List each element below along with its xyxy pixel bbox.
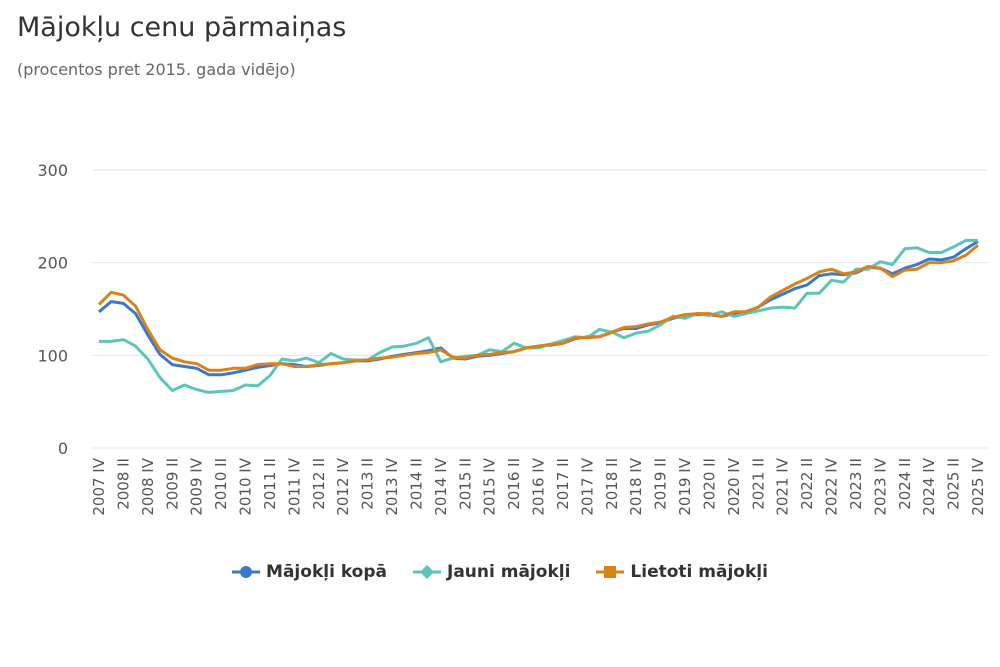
x-tick-label: 2015 II bbox=[456, 458, 474, 510]
y-tick-label: 100 bbox=[37, 346, 68, 365]
x-tick-label: 2012 IV bbox=[334, 457, 352, 515]
x-tick-label: 2019 IV bbox=[676, 457, 694, 515]
y-tick-label: 0 bbox=[58, 439, 68, 458]
x-tick-label: 2011 IV bbox=[285, 457, 303, 515]
x-tick-label: 2022 II bbox=[798, 458, 816, 510]
y-tick-label: 300 bbox=[37, 161, 68, 180]
x-tick-label: 2009 IV bbox=[188, 457, 206, 515]
x-tick-label: 2007 IV bbox=[90, 457, 108, 515]
series-line bbox=[97, 243, 979, 372]
x-tick-label: 2023 II bbox=[847, 458, 865, 510]
x-tick-label: 2018 II bbox=[603, 458, 621, 510]
legend-label: Lietoti mājokļi bbox=[630, 562, 768, 582]
x-tick-label: 2024 IV bbox=[920, 457, 938, 515]
legend-circle-marker-icon bbox=[232, 566, 261, 578]
x-tick-label: 2016 IV bbox=[530, 457, 548, 515]
x-tick-label: 2018 IV bbox=[627, 457, 645, 515]
x-tick-label: 2017 IV bbox=[578, 457, 596, 515]
x-tick-label: 2008 IV bbox=[139, 457, 157, 515]
chart-subtitle: (procentos pret 2015. gada vidējo) bbox=[17, 60, 296, 79]
x-tick-label: 2010 II bbox=[212, 458, 230, 510]
x-tick-label: 2025 IV bbox=[969, 457, 987, 515]
x-tick-label: 2012 II bbox=[310, 458, 328, 510]
y-tick-label: 200 bbox=[37, 254, 68, 273]
legend-label: Mājokļi kopā bbox=[266, 562, 387, 582]
x-tick-label: 2021 IV bbox=[774, 457, 792, 515]
series-line bbox=[99, 238, 978, 394]
legend-item[interactable]: Mājokļi kopā bbox=[232, 562, 387, 582]
x-tick-label: 2025 II bbox=[945, 458, 963, 510]
legend-item[interactable]: Lietoti mājokļi bbox=[596, 562, 768, 582]
x-tick-label: 2014 IV bbox=[432, 457, 450, 515]
x-tick-label: 2009 II bbox=[163, 458, 181, 510]
x-tick-label: 2022 IV bbox=[823, 457, 841, 515]
legend-diamond-marker-icon bbox=[413, 565, 441, 579]
x-tick-label: 2020 II bbox=[700, 458, 718, 510]
legend-item[interactable]: Jauni mājokļi bbox=[413, 562, 570, 582]
x-tick-label: 2008 II bbox=[114, 458, 132, 510]
x-tick-label: 2017 II bbox=[554, 458, 572, 510]
chart-title: Mājokļu cenu pārmaiņas bbox=[17, 12, 347, 43]
x-tick-label: 2013 IV bbox=[383, 457, 401, 515]
x-tick-label: 2023 IV bbox=[871, 457, 889, 515]
x-tick-label: 2014 II bbox=[407, 458, 425, 510]
legend-square-marker-icon bbox=[596, 566, 625, 578]
legend-label: Jauni mājokļi bbox=[447, 562, 571, 582]
x-tick-label: 2015 IV bbox=[481, 457, 499, 515]
x-tick-label: 2013 II bbox=[359, 458, 377, 510]
x-tick-label: 2016 II bbox=[505, 458, 523, 510]
x-tick-label: 2024 II bbox=[896, 458, 914, 510]
x-tick-label: 2011 II bbox=[261, 458, 279, 510]
legend: Mājokļi kopā Jauni mājokļi Lietoti mājokļi bbox=[0, 562, 1000, 582]
x-tick-label: 2019 II bbox=[652, 458, 670, 510]
series-line bbox=[98, 240, 979, 377]
x-tick-label: 2020 IV bbox=[725, 457, 743, 515]
x-tick-label: 2010 IV bbox=[237, 457, 255, 515]
x-tick-label: 2021 II bbox=[749, 458, 767, 510]
